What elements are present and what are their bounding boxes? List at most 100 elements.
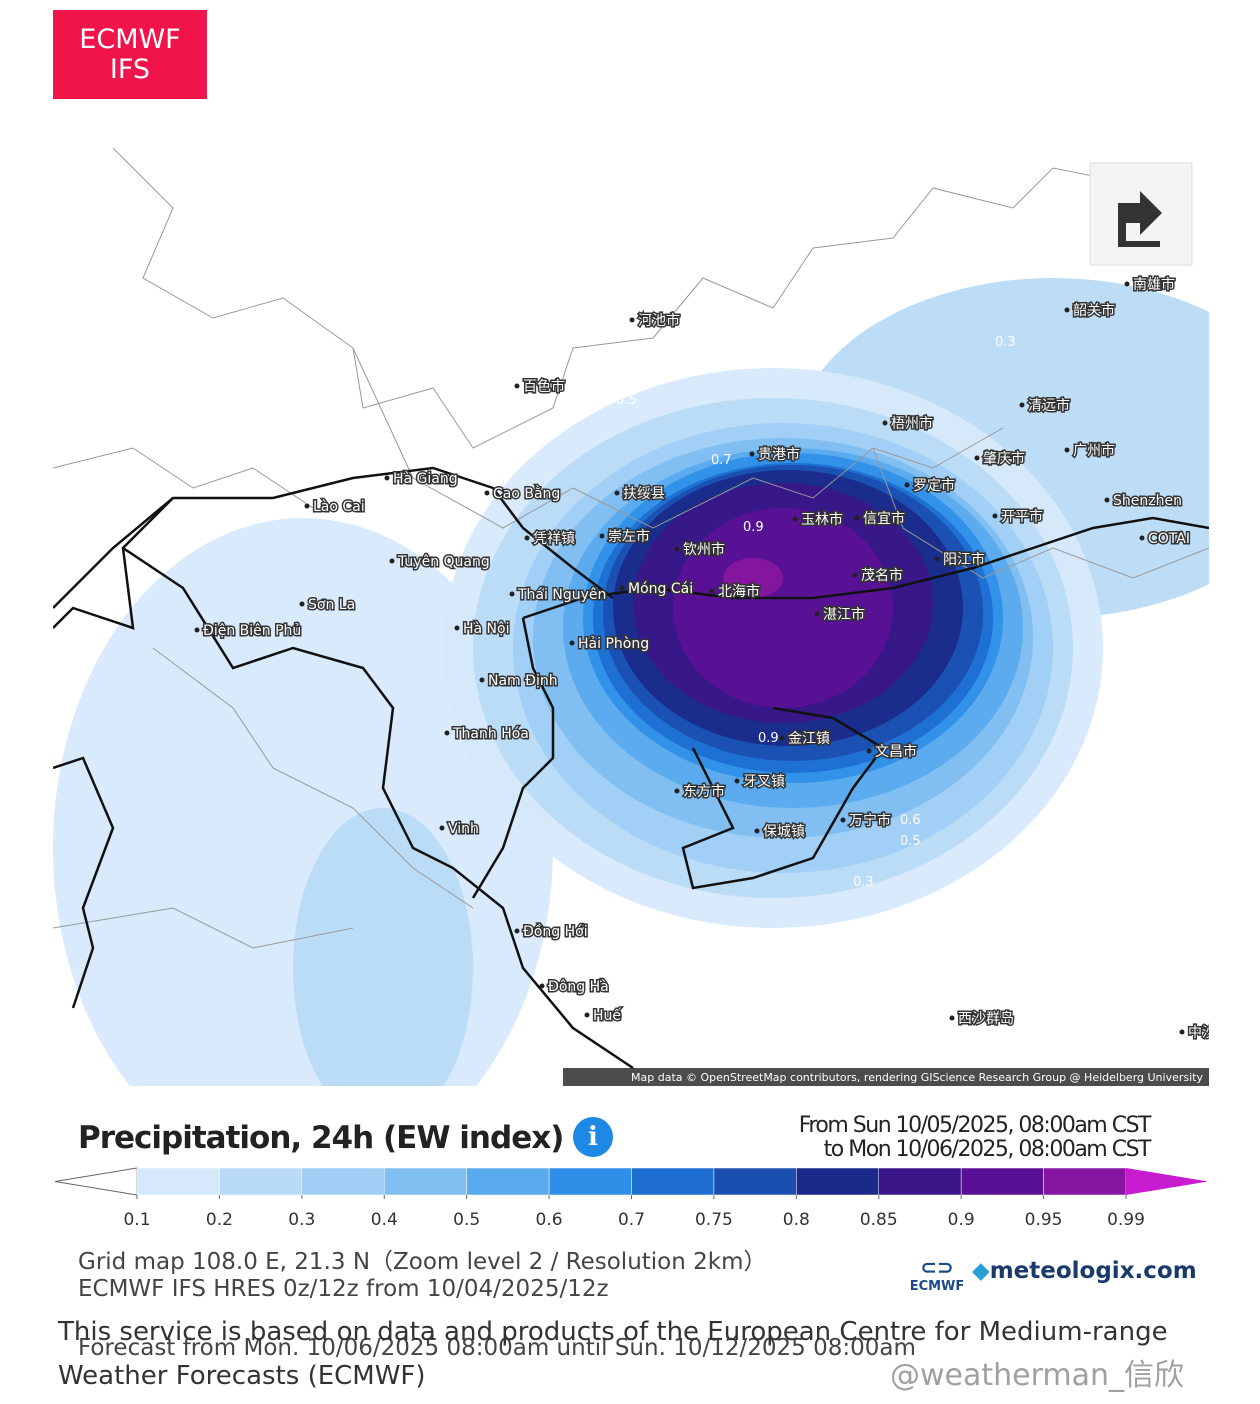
legend-tick-label: 0.6 xyxy=(536,1210,563,1230)
place-label: Điện Biên Phủ xyxy=(203,623,301,639)
watermark: @weatherman_信欣 xyxy=(890,1358,1185,1393)
legend-bin xyxy=(631,1167,715,1196)
place-dot xyxy=(1019,402,1025,408)
chart-title: Precipitation, 24h (EW index) xyxy=(78,1120,564,1156)
share-icon xyxy=(1118,191,1162,247)
legend-tick-label: 0.4 xyxy=(371,1210,398,1230)
place-label: 万宁市 xyxy=(849,812,891,829)
place-label: 河池市 xyxy=(638,312,680,329)
place-dot xyxy=(852,572,858,578)
period: From Sun 10/05/2025, 08:00am CST to Mon … xyxy=(799,1114,1152,1162)
contour-label: 0.3 xyxy=(853,875,874,890)
country-borders xyxy=(53,466,1209,1070)
place-label: Lào Cai xyxy=(313,499,365,515)
place-dot xyxy=(514,383,520,389)
legend-bin xyxy=(384,1167,467,1196)
place-dot xyxy=(734,778,740,784)
place-dot xyxy=(949,1015,955,1021)
place-label: 韶关市 xyxy=(1073,302,1115,319)
place-dot xyxy=(814,611,820,617)
contour-label: 0.3 xyxy=(995,335,1016,350)
place-dot xyxy=(992,513,998,519)
contour-label: 0.9 xyxy=(758,731,779,746)
place-label: 开平市 xyxy=(1001,508,1043,525)
place-dot xyxy=(614,490,620,496)
legend-bin xyxy=(713,1167,797,1196)
place-dot xyxy=(484,490,490,496)
legend-tick-label: 0.75 xyxy=(695,1210,733,1230)
place-dot xyxy=(304,503,310,509)
color-legend: 0.1 0.2 0.3 0.4 0.5 0.6 0.7 0.75 0.8 0.85 0.9 0.95 0… xyxy=(54,1167,1208,1230)
logo-text: ECMWF xyxy=(909,1279,965,1294)
place-label: 信宜市 xyxy=(863,510,905,527)
legend-bin xyxy=(548,1167,632,1196)
legend-tick-label: 0.85 xyxy=(860,1210,898,1230)
contour-label: 0.5 xyxy=(616,393,637,408)
place-dot xyxy=(882,420,888,426)
place-label: 罗定市 xyxy=(913,477,955,494)
borders xyxy=(53,148,1209,949)
place-dot xyxy=(674,788,680,794)
forecast-info: Forecast from Mon. 10/06/2025 08:00am un… xyxy=(78,1335,916,1361)
place-label: 西沙群岛 xyxy=(958,1011,1014,1027)
place-label: 湛江市 xyxy=(823,606,865,623)
model-info: ECMWF IFS HRES 0z/12z from 10/04/2025/12… xyxy=(78,1276,609,1302)
place-dot xyxy=(384,475,390,481)
place-dot xyxy=(439,825,445,831)
place-dot xyxy=(389,558,395,564)
place-label: Cao Bằng xyxy=(493,485,560,502)
place-label: COTAI xyxy=(1148,531,1190,547)
place-dot xyxy=(479,677,485,683)
place-label: 清远市 xyxy=(1028,397,1070,414)
place-dot xyxy=(1179,1029,1185,1035)
place-label: Sơn La xyxy=(308,597,355,613)
place-dot xyxy=(1064,447,1070,453)
place-dot xyxy=(1124,281,1130,287)
logo-text: meteologix.com xyxy=(989,1258,1197,1284)
place-dot xyxy=(749,451,755,457)
model-badge: ECMWF IFS xyxy=(53,10,207,99)
place-label: Hà Nội xyxy=(463,621,509,637)
place-dot xyxy=(854,515,860,521)
place-dot xyxy=(934,556,940,562)
legend-bin xyxy=(878,1167,962,1196)
legend-bin xyxy=(219,1167,303,1196)
place-dot xyxy=(539,983,545,989)
place-dot xyxy=(444,730,450,736)
grid-info: Grid map 108.0 E, 21.3 N（Zoom level 2 / … xyxy=(78,1249,767,1275)
place-dot xyxy=(299,601,305,607)
contour-label: 0.9 xyxy=(743,520,764,535)
place-dot xyxy=(1139,535,1145,541)
place-label: Đồng Hới xyxy=(523,923,588,940)
legend-bin xyxy=(1043,1167,1127,1196)
legend-tick-label: 0.2 xyxy=(206,1210,233,1230)
place-label: 崇左市 xyxy=(608,528,650,545)
legend-arrow-low xyxy=(54,1167,138,1196)
place-label: Hải Phòng xyxy=(578,636,649,652)
disclaimer: This service is based on data and produc… xyxy=(58,1317,1168,1391)
place-label: Hà Giang xyxy=(393,471,458,487)
place-label: Móng Cái xyxy=(628,581,693,597)
badge-line: ECMWF xyxy=(79,23,181,55)
place-dot xyxy=(840,817,846,823)
place-dot xyxy=(674,546,680,552)
place-label: Huế xyxy=(593,1007,621,1024)
legend-tick-label: 0.95 xyxy=(1025,1210,1063,1230)
place-label: 百色市 xyxy=(523,378,565,395)
place-dot xyxy=(754,828,760,834)
ecmwf-logo: ⊂⊃ ECMWF xyxy=(909,1255,965,1294)
place-dot xyxy=(709,588,715,594)
legend-tick-label: 0.3 xyxy=(288,1210,315,1230)
precip-area xyxy=(723,558,783,598)
contour-label: 0.6 xyxy=(900,813,921,828)
place-label: 文昌市 xyxy=(875,743,917,760)
legend-bin xyxy=(136,1167,220,1196)
info-button[interactable]: i xyxy=(573,1117,613,1157)
place-label: 南雄市 xyxy=(1133,276,1175,293)
legend-tick-label: 0.9 xyxy=(948,1210,975,1230)
place-label: 梧州市 xyxy=(891,415,933,432)
place-label: 贵港市 xyxy=(758,446,800,463)
place-label: 玉林市 xyxy=(801,511,843,528)
legend-tick-label: 0.1 xyxy=(123,1210,150,1230)
